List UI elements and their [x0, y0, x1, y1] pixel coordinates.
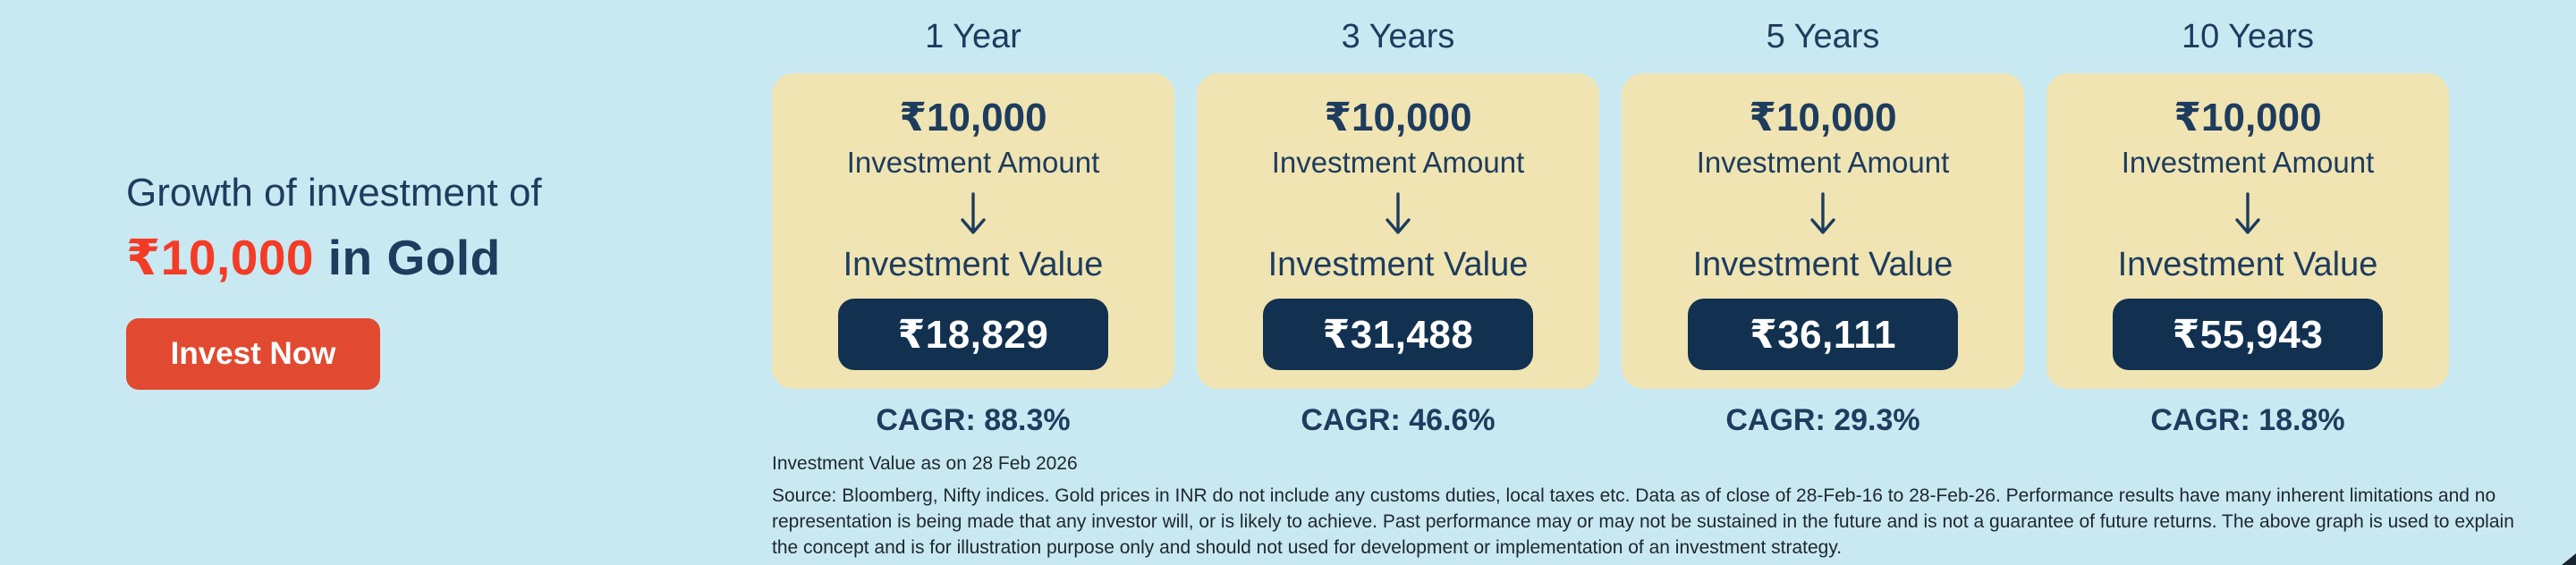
- period-label: 10 Years: [2182, 18, 2314, 55]
- source-disclaimer-text: Source: Bloomberg, Nifty indices. Gold p…: [772, 485, 2514, 558]
- headline-suffix: in Gold: [327, 230, 501, 285]
- investment-card: ₹10,000 Investment Amount Investment Val…: [2046, 73, 2449, 389]
- cagr-label: CAGR: 46.6%: [1301, 403, 1496, 437]
- headline-line1: Growth of investment of: [126, 171, 542, 215]
- cagr-label: CAGR: 29.3%: [1725, 403, 1920, 437]
- investment-value-pill: ₹36,111: [1688, 299, 1958, 370]
- period-column-10-years: 10 Years ₹10,000 Investment Amount Inves…: [2046, 16, 2449, 438]
- cagr-label: CAGR: 88.3%: [876, 403, 1071, 437]
- period-label: 1 Year: [925, 18, 1021, 55]
- investment-value-label: Investment Value: [2117, 246, 2378, 283]
- investment-amount-label: Investment Amount: [1271, 146, 1525, 179]
- investment-value-label: Investment Value: [843, 246, 1104, 283]
- cutoff-decoration-shape: [2562, 553, 2576, 565]
- investment-amount-label: Investment Amount: [2121, 146, 2375, 179]
- investment-amount-value: ₹10,000: [1324, 96, 1472, 139]
- down-arrow-icon: [961, 192, 986, 234]
- period-column-3-years: 3 Years ₹10,000 Investment Amount Invest…: [1197, 16, 1599, 438]
- down-arrow-icon: [1810, 192, 1835, 234]
- investment-value: ₹18,829: [897, 312, 1049, 357]
- investment-card: ₹10,000 Investment Amount Investment Val…: [772, 73, 1174, 389]
- headline-amount: ₹10,000: [126, 230, 314, 285]
- investment-value: ₹55,943: [2172, 312, 2324, 357]
- period-cards-row: 1 Year ₹10,000 Investment Amount Investm…: [772, 16, 2449, 438]
- investment-value: ₹36,111: [1750, 312, 1896, 357]
- investment-amount-value: ₹10,000: [899, 96, 1047, 139]
- investment-amount-label: Investment Amount: [846, 146, 1100, 179]
- period-label: 3 Years: [1341, 18, 1455, 55]
- period-label: 5 Years: [1766, 18, 1880, 55]
- investment-card: ₹10,000 Investment Amount Investment Val…: [1622, 73, 2024, 389]
- down-arrow-icon: [1385, 192, 1411, 234]
- investment-value-label: Investment Value: [1267, 246, 1529, 283]
- invest-now-button[interactable]: Invest Now: [126, 318, 380, 390]
- investment-value-pill: ₹18,829: [838, 299, 1108, 370]
- investment-amount-value: ₹10,000: [2174, 96, 2322, 139]
- investment-value-pill: ₹31,488: [1263, 299, 1533, 370]
- investment-amount-label: Investment Amount: [1696, 146, 1950, 179]
- value-as-on-note: Investment Value as on 28 Feb 2026: [772, 453, 1078, 474]
- period-column-5-years: 5 Years ₹10,000 Investment Amount Invest…: [1622, 16, 2024, 438]
- headline-line2: ₹10,000 in Gold: [126, 225, 501, 290]
- investment-card: ₹10,000 Investment Amount Investment Val…: [1197, 73, 1599, 389]
- investment-amount-value: ₹10,000: [1749, 96, 1897, 139]
- down-arrow-icon: [2235, 192, 2260, 234]
- cagr-label: CAGR: 18.8%: [2150, 403, 2345, 437]
- investment-value: ₹31,488: [1322, 312, 1474, 357]
- period-column-1-year: 1 Year ₹10,000 Investment Amount Investm…: [772, 16, 1174, 438]
- investment-value-label: Investment Value: [1692, 246, 1953, 283]
- investment-value-pill: ₹55,943: [2113, 299, 2383, 370]
